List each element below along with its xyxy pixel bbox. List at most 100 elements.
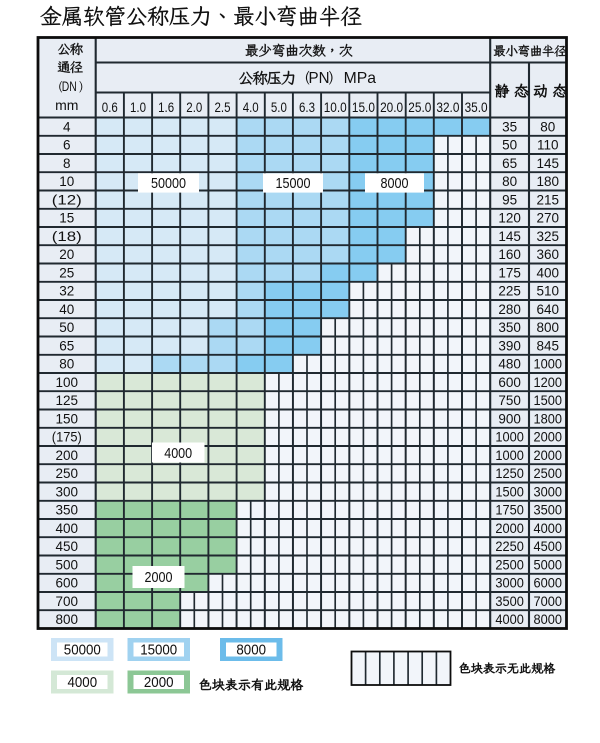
svg-text:215: 215: [537, 192, 560, 207]
svg-text:PN: PN: [309, 70, 330, 87]
svg-text:2000: 2000: [144, 675, 174, 691]
svg-text:35.0: 35.0: [465, 99, 488, 115]
svg-text:280: 280: [498, 302, 521, 317]
svg-text:8: 8: [63, 156, 71, 171]
svg-text:80: 80: [59, 357, 74, 372]
svg-text:(18): (18): [52, 229, 82, 244]
svg-text:15000: 15000: [140, 643, 177, 659]
svg-text:80: 80: [540, 119, 555, 134]
svg-text:390: 390: [498, 338, 521, 353]
svg-text:1.0: 1.0: [130, 99, 146, 115]
svg-text:50000: 50000: [64, 643, 101, 659]
svg-text:400: 400: [56, 521, 79, 536]
svg-text:175: 175: [498, 265, 521, 280]
svg-text:4000: 4000: [495, 612, 524, 627]
svg-text:20.0: 20.0: [380, 99, 403, 115]
svg-text:3500: 3500: [534, 503, 563, 518]
svg-text:150: 150: [56, 411, 79, 426]
svg-text:300: 300: [56, 484, 79, 499]
svg-text:mm: mm: [55, 97, 78, 113]
svg-text:DN: DN: [62, 79, 77, 94]
svg-text:2.5: 2.5: [215, 99, 231, 115]
svg-text:600: 600: [498, 375, 521, 390]
svg-text:65: 65: [502, 156, 517, 171]
svg-text:145: 145: [498, 229, 521, 244]
svg-text:6000: 6000: [534, 576, 563, 591]
svg-text:700: 700: [56, 594, 79, 609]
svg-text:2500: 2500: [534, 466, 563, 481]
svg-text:510: 510: [537, 284, 560, 299]
svg-text:50000: 50000: [151, 175, 186, 192]
svg-text:1000: 1000: [495, 448, 524, 463]
svg-text:1800: 1800: [534, 411, 563, 426]
svg-text:(175): (175): [52, 430, 82, 445]
svg-text:80: 80: [502, 174, 517, 189]
svg-text:750: 750: [498, 393, 521, 408]
svg-text:6: 6: [63, 138, 71, 153]
svg-text:6.3: 6.3: [299, 99, 315, 115]
svg-text:15000: 15000: [276, 175, 311, 192]
svg-text:360: 360: [537, 247, 560, 262]
svg-text:40: 40: [59, 302, 74, 317]
svg-text:50: 50: [59, 320, 74, 335]
svg-text:2500: 2500: [495, 557, 524, 572]
svg-text:50: 50: [502, 138, 517, 153]
svg-text:10.0: 10.0: [324, 99, 347, 115]
svg-text:800: 800: [537, 320, 560, 335]
svg-text:95: 95: [502, 192, 517, 207]
svg-text:1250: 1250: [495, 466, 524, 481]
svg-text:25: 25: [59, 265, 74, 280]
svg-text:2250: 2250: [495, 539, 524, 554]
svg-text:10: 10: [59, 174, 74, 189]
svg-text:800: 800: [56, 612, 79, 627]
svg-text:4000: 4000: [68, 675, 98, 691]
svg-text:900: 900: [498, 411, 521, 426]
svg-text:160: 160: [498, 247, 521, 262]
svg-text:350: 350: [56, 503, 79, 518]
svg-text:1000: 1000: [495, 430, 524, 445]
svg-text:32.0: 32.0: [436, 99, 459, 115]
svg-text:3000: 3000: [495, 576, 524, 591]
svg-text:8000: 8000: [534, 612, 563, 627]
svg-text:3000: 3000: [534, 484, 563, 499]
svg-text:7000: 7000: [534, 594, 563, 609]
svg-text:2000: 2000: [534, 430, 563, 445]
svg-text:1200: 1200: [534, 375, 563, 390]
svg-text:65: 65: [59, 338, 74, 353]
svg-text:500: 500: [56, 557, 79, 572]
svg-text:350: 350: [498, 320, 521, 335]
svg-text:4500: 4500: [534, 539, 563, 554]
svg-text:1500: 1500: [534, 393, 563, 408]
svg-text:4000: 4000: [534, 521, 563, 536]
svg-text:110: 110: [537, 138, 559, 153]
svg-text:8000: 8000: [236, 643, 266, 659]
svg-text:200: 200: [56, 448, 79, 463]
svg-text:180: 180: [537, 174, 560, 189]
svg-text:640: 640: [537, 302, 560, 317]
svg-text:(12): (12): [52, 192, 82, 207]
svg-text:100: 100: [56, 375, 79, 390]
svg-text:145: 145: [537, 156, 560, 171]
svg-text:3500: 3500: [495, 594, 524, 609]
svg-text:845: 845: [537, 338, 560, 353]
svg-text:400: 400: [537, 265, 560, 280]
svg-text:35: 35: [502, 119, 517, 134]
svg-text:450: 450: [56, 539, 79, 554]
svg-text:120: 120: [498, 211, 521, 226]
svg-text:8000: 8000: [381, 175, 409, 192]
svg-text:4.0: 4.0: [243, 99, 259, 115]
svg-text:125: 125: [56, 393, 79, 408]
svg-text:250: 250: [56, 466, 79, 481]
svg-text:25.0: 25.0: [408, 99, 431, 115]
svg-text:480: 480: [498, 357, 521, 372]
svg-text:5000: 5000: [534, 557, 563, 572]
svg-text:600: 600: [56, 576, 79, 591]
svg-text:4000: 4000: [164, 445, 192, 462]
svg-text:15.0: 15.0: [352, 99, 375, 115]
svg-text:0.6: 0.6: [102, 99, 118, 115]
svg-text:MPa: MPa: [344, 70, 376, 87]
svg-text:325: 325: [537, 229, 560, 244]
svg-text:20: 20: [59, 247, 74, 262]
svg-text:2000: 2000: [534, 448, 563, 463]
svg-text:1000: 1000: [534, 357, 563, 372]
